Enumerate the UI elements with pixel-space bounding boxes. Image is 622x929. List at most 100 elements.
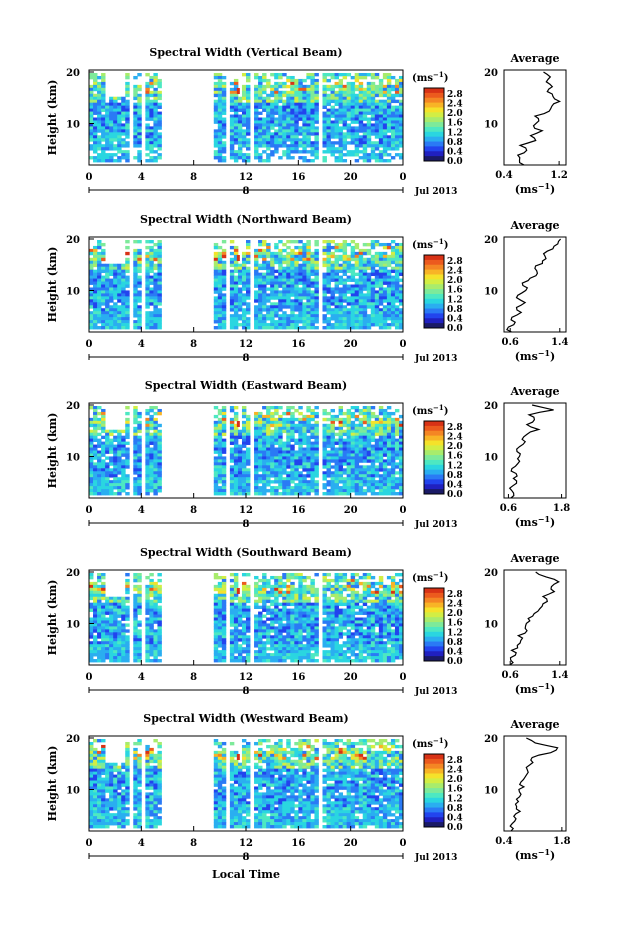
- heatmap-cell: [358, 138, 364, 142]
- heatmap-cell: [149, 296, 154, 300]
- heatmap-cell: [358, 492, 364, 496]
- heatmap-cell: [302, 477, 307, 481]
- heatmap-cell: [113, 111, 118, 115]
- heatmap-cell: [290, 447, 295, 451]
- heatmap-cell: [346, 483, 352, 487]
- heatmap-cell: [386, 426, 392, 431]
- heatmap-cell: [153, 447, 158, 451]
- heatmap-cell: [117, 147, 122, 151]
- heatmap-cell: [266, 263, 271, 268]
- heatmap-cell: [398, 156, 404, 160]
- heatmap-cell: [346, 99, 352, 104]
- heatmap-cell: [221, 254, 227, 259]
- heatmap-cell: [366, 248, 372, 253]
- heatmap-cell: [109, 450, 114, 454]
- heatmap-cell: [241, 287, 247, 291]
- heatmap-cell: [346, 317, 352, 321]
- heatmap-cell: [217, 590, 223, 595]
- heatmap-cell: [97, 468, 102, 472]
- heatmap-cell: [342, 456, 348, 460]
- heatmap-cell: [350, 411, 356, 416]
- heatmap-cell: [229, 486, 235, 490]
- heatmap-cell: [394, 147, 400, 151]
- heatmap-cell: [221, 266, 227, 271]
- x-tick-label: 12: [239, 172, 253, 183]
- heatmap-cell: [93, 257, 98, 262]
- heatmap-cell: [310, 456, 315, 460]
- heatmap-cell: [145, 114, 150, 118]
- heatmap-cell: [133, 144, 138, 148]
- heatmap-cell: [274, 135, 279, 139]
- heatmap-cell: [117, 266, 122, 271]
- heatmap-cell: [149, 75, 154, 80]
- heatmap-cell: [314, 432, 319, 437]
- heatmap-cell: [258, 435, 263, 440]
- heatmap-cell: [157, 153, 162, 157]
- heatmap-cell: [306, 90, 311, 95]
- heatmap-cell: [394, 248, 400, 253]
- heatmap-cell: [101, 483, 106, 487]
- heatmap-cell: [274, 314, 279, 318]
- heatmap-cell: [302, 141, 307, 145]
- heatmap-cell: [386, 302, 392, 306]
- heatmap-cell: [326, 429, 331, 434]
- heatmap-cell: [394, 105, 400, 109]
- heatmap-cell: [157, 278, 162, 282]
- heatmap-cell: [342, 260, 348, 265]
- heatmap-cell: [229, 423, 235, 428]
- heatmap-cell: [254, 420, 259, 425]
- heatmap-cell: [306, 129, 311, 133]
- heatmap-cell: [101, 75, 106, 80]
- heatmap-cell: [246, 290, 251, 294]
- date-label: Jul 2013: [414, 187, 457, 197]
- heatmap-cell: [314, 147, 319, 151]
- colorbar-tick-label: 2.0: [447, 442, 463, 452]
- heatmap-cell: [89, 417, 94, 422]
- heatmap-cell: [137, 420, 142, 425]
- heatmap-cell: [229, 305, 235, 309]
- heatmap-cell: [278, 281, 283, 285]
- heatmap-cell: [241, 254, 247, 259]
- heatmap-cell: [366, 290, 372, 294]
- heatmap-cell: [113, 444, 118, 448]
- heatmap-cell: [137, 144, 142, 148]
- heatmap-cell: [362, 477, 368, 481]
- colorbar-tick-label: 1.2: [447, 128, 463, 138]
- heatmap-cell: [298, 429, 303, 434]
- heatmap-cell: [262, 480, 267, 484]
- heatmap-cell: [109, 290, 114, 294]
- heatmap-cell: [382, 447, 388, 451]
- heatmap-cell: [286, 260, 291, 265]
- heatmap-cell: [394, 317, 400, 321]
- heatmap-cell: [254, 102, 259, 107]
- heatmap-cell: [294, 468, 299, 472]
- heatmap-cell: [358, 432, 364, 437]
- heatmap-cell: [145, 96, 150, 101]
- heatmap-cell: [254, 299, 259, 303]
- heatmap-cell: [266, 159, 271, 163]
- heatmap-cell: [258, 102, 263, 107]
- heatmap-cell: [274, 480, 279, 484]
- heatmap-cell: [93, 147, 98, 151]
- heatmap-cell: [282, 483, 287, 487]
- heatmap-cell: [342, 420, 348, 425]
- heatmap-cell: [217, 84, 223, 89]
- heatmap-cell: [358, 474, 364, 478]
- heatmap-cell: [322, 426, 327, 431]
- heatmap-cell: [237, 150, 243, 154]
- heatmap-cell: [390, 468, 396, 472]
- heatmap-cell: [394, 408, 400, 413]
- heatmap-cell: [342, 263, 348, 268]
- heatmap-cell: [326, 281, 331, 285]
- heatmap-cell: [274, 150, 279, 154]
- heatmap-cell: [398, 129, 404, 133]
- heatmap-cell: [233, 248, 239, 253]
- heatmap-cell: [217, 492, 223, 496]
- heatmap-cell: [133, 486, 138, 490]
- heatmap-cell: [374, 135, 380, 139]
- heatmap-cell: [258, 290, 263, 294]
- heatmap-cell: [274, 462, 279, 466]
- heatmap-cell: [342, 326, 348, 330]
- heatmap-cell: [237, 453, 243, 457]
